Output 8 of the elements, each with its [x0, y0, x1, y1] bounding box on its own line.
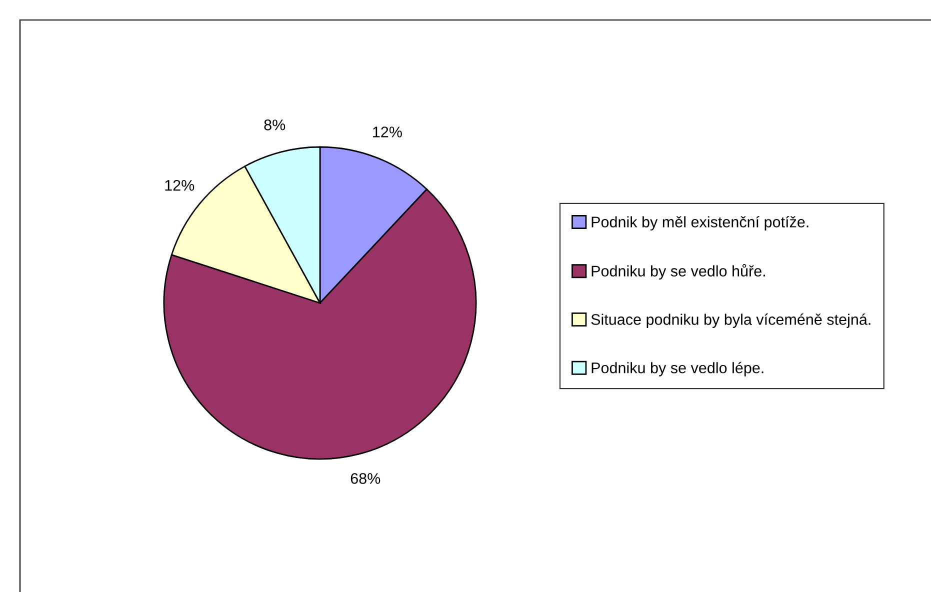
legend-label: Podniku by se vedlo hůře. [592, 264, 765, 280]
legend-label: Situace podniku by byla víceméně stejná. [591, 314, 870, 328]
data-label: 68% [350, 473, 380, 484]
legend-label: Podnik by měl existenční potíže. [592, 216, 808, 230]
data-label: 12% [373, 126, 402, 138]
data-label: 12% [165, 180, 194, 191]
legend-label: Podniku by se vedlo lépe. [592, 362, 764, 376]
data-label: 8% [264, 119, 286, 130]
